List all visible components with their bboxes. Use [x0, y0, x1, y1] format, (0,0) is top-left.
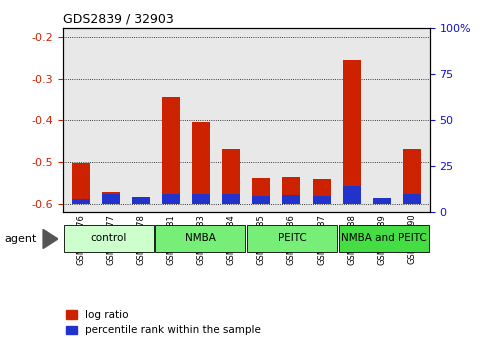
FancyBboxPatch shape	[339, 224, 429, 252]
Bar	[72, 199, 90, 204]
Bar	[403, 149, 421, 204]
Text: GDS2839 / 32903: GDS2839 / 32903	[63, 12, 173, 25]
Bar	[132, 197, 150, 204]
Bar	[373, 198, 391, 204]
FancyBboxPatch shape	[64, 224, 154, 252]
Bar	[192, 122, 210, 204]
Text: NMBA and PEITC: NMBA and PEITC	[341, 233, 427, 243]
Bar	[283, 195, 300, 204]
Bar	[252, 178, 270, 204]
Polygon shape	[43, 229, 58, 249]
Bar	[403, 194, 421, 204]
Bar	[342, 60, 361, 204]
Bar	[252, 196, 270, 204]
Bar	[342, 185, 361, 204]
Bar	[313, 179, 330, 204]
Text: agent: agent	[5, 234, 37, 244]
Text: PEITC: PEITC	[278, 233, 307, 243]
Text: NMBA: NMBA	[185, 233, 216, 243]
Bar	[102, 192, 120, 204]
Legend: log ratio, percentile rank within the sample: log ratio, percentile rank within the sa…	[62, 306, 265, 339]
Bar	[72, 163, 90, 204]
Bar	[162, 194, 180, 204]
Text: control: control	[90, 233, 127, 243]
Bar	[283, 177, 300, 204]
Bar	[313, 196, 330, 204]
Bar	[222, 194, 241, 204]
Bar	[192, 194, 210, 204]
Bar	[162, 97, 180, 204]
Bar	[222, 149, 241, 204]
Bar	[132, 202, 150, 204]
Bar	[102, 194, 120, 204]
FancyBboxPatch shape	[156, 224, 245, 252]
Bar	[373, 198, 391, 204]
FancyBboxPatch shape	[247, 224, 337, 252]
